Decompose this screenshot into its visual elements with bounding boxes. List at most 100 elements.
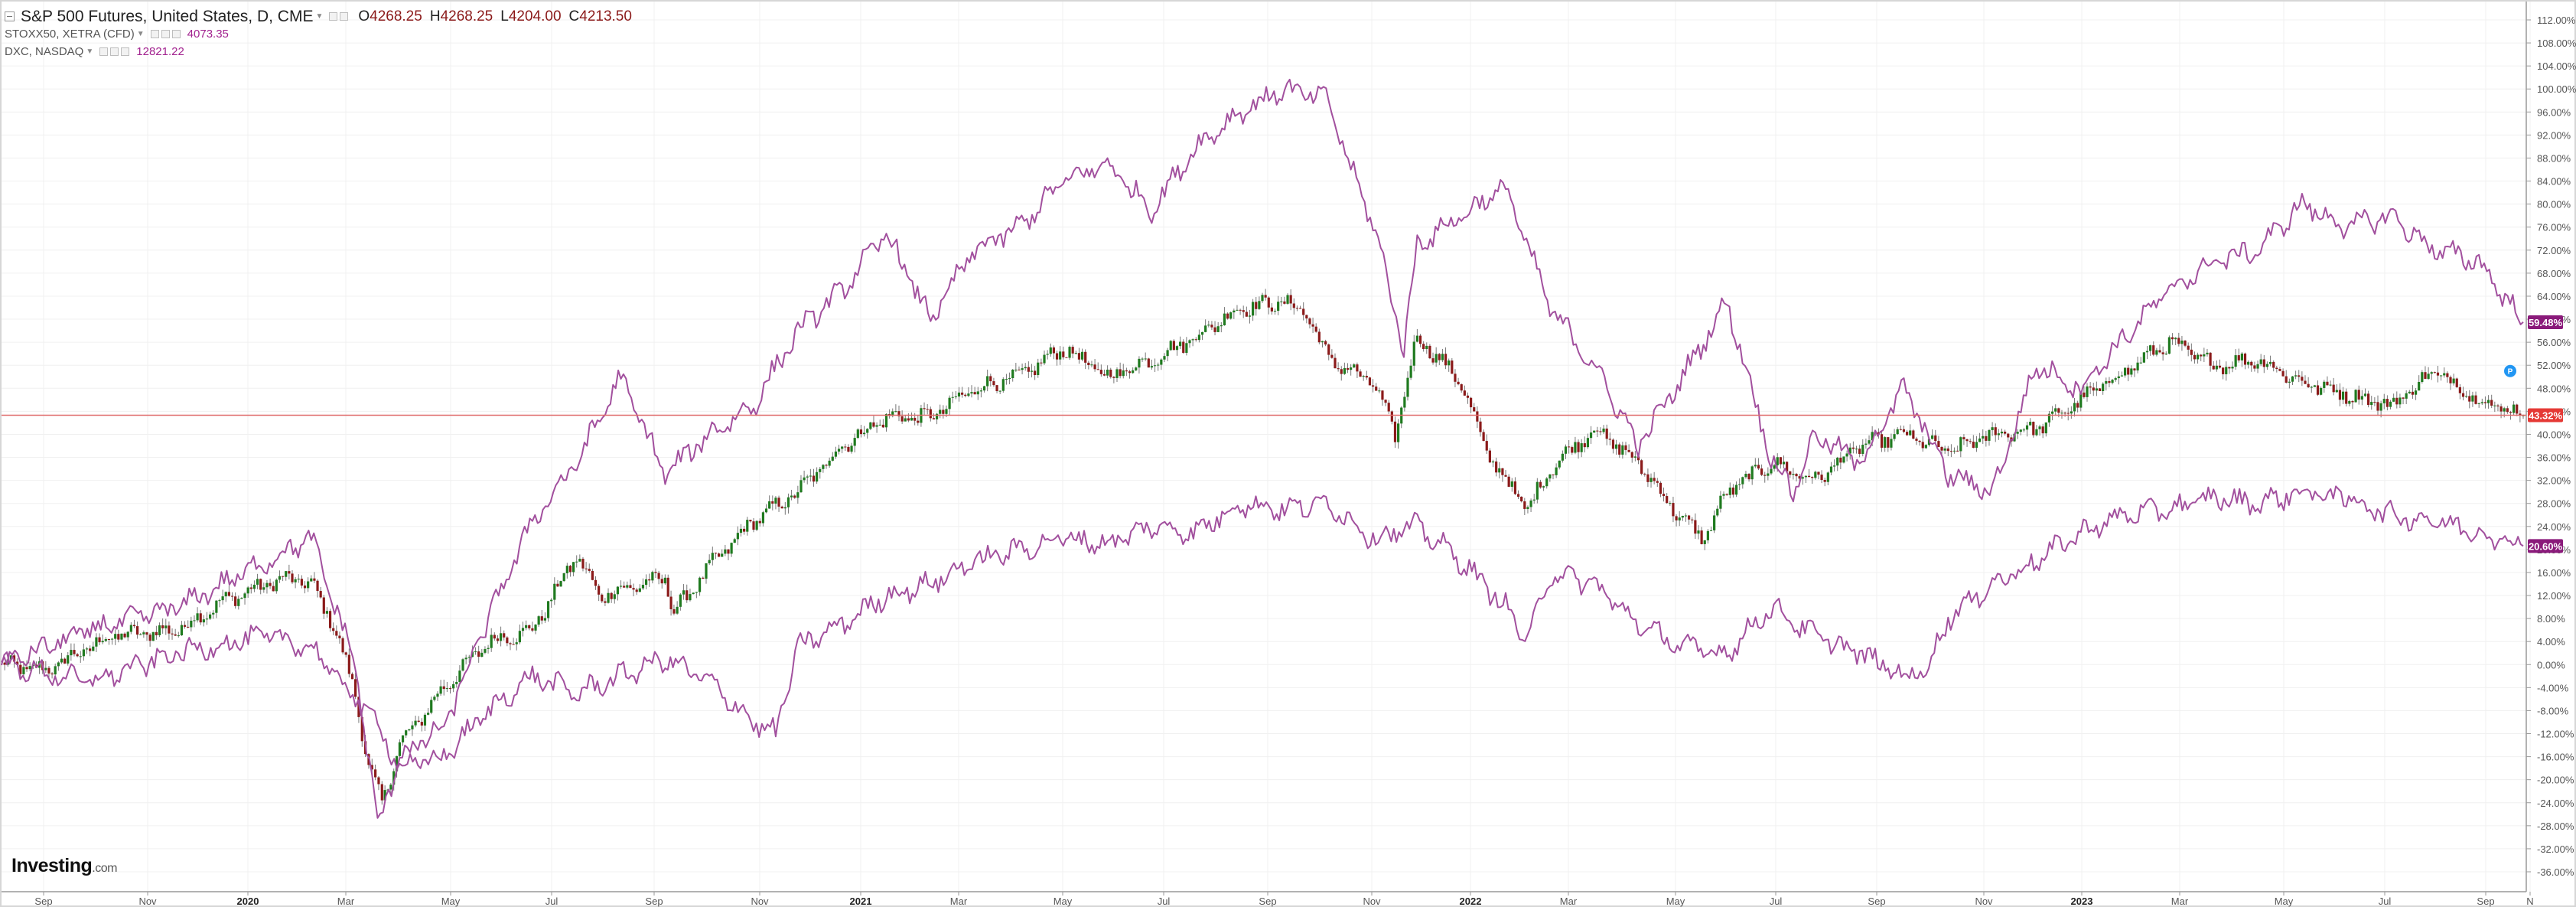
candle-body: [1267, 297, 1270, 308]
chevron-down-icon[interactable]: ▼: [315, 12, 324, 21]
candle-body: [1744, 473, 1747, 478]
candle-body: [281, 576, 285, 577]
candle-body: [1896, 429, 1899, 435]
candle-body: [1381, 390, 1384, 400]
candle-body: [328, 611, 332, 628]
candle-body: [2177, 338, 2180, 344]
candle-body: [998, 390, 1001, 392]
candle-body: [1302, 308, 1305, 315]
candle-body: [2184, 340, 2187, 346]
candle-body: [2136, 362, 2139, 370]
candle-body: [841, 446, 844, 449]
candle-body: [1321, 341, 1324, 343]
candle-body: [525, 625, 528, 628]
candle-body: [837, 449, 841, 452]
visibility-icon[interactable]: [99, 47, 109, 56]
candle-body: [2288, 381, 2291, 383]
candle-body: [663, 577, 666, 584]
x-tick-label: N: [2526, 896, 2533, 907]
candle-body: [2243, 353, 2247, 365]
candle-body: [1599, 431, 1602, 432]
close-icon[interactable]: [171, 30, 181, 38]
candle-body: [2304, 380, 2307, 384]
candle-body: [2351, 400, 2354, 403]
ohlc-low: L4204.00: [500, 8, 562, 24]
candle-body: [708, 560, 711, 563]
candle-body: [1444, 354, 1448, 366]
candle-body: [1760, 468, 1763, 475]
candle-body: [252, 584, 256, 589]
candle-body: [2399, 397, 2402, 405]
candle-body: [2265, 364, 2269, 367]
candle-body: [499, 633, 503, 641]
candle-body: [859, 429, 863, 435]
candle-body: [1353, 364, 1356, 368]
candle-body: [341, 638, 344, 653]
svg-text:P: P: [2508, 368, 2513, 377]
close-icon[interactable]: [121, 47, 130, 56]
candle-body: [672, 608, 676, 614]
candle-body: [193, 620, 196, 622]
candle-body: [187, 626, 190, 628]
candle-body: [1868, 440, 1871, 444]
candle-body: [2275, 367, 2278, 370]
candle-body: [190, 620, 193, 628]
candle-body: [1728, 488, 1731, 495]
candle-body: [749, 520, 752, 522]
candle-body: [332, 628, 335, 631]
candle-body: [1558, 460, 1561, 468]
candle-body: [897, 411, 900, 416]
chevron-down-icon[interactable]: ▼: [86, 47, 94, 56]
candle-body: [1899, 429, 1902, 430]
candle-body: [506, 637, 509, 644]
candle-body: [1368, 377, 1372, 386]
close-icon[interactable]: [340, 12, 349, 21]
collapse-legend-icon[interactable]: [5, 11, 15, 21]
candle-body: [992, 381, 995, 386]
settings-icon[interactable]: [110, 47, 119, 56]
candle-body: [2200, 354, 2203, 357]
candle-body: [120, 633, 123, 640]
event-marker-icon[interactable]: P: [2504, 364, 2516, 377]
candle-body: [1150, 366, 1154, 368]
settings-icon[interactable]: [329, 12, 338, 21]
candle-body: [117, 634, 120, 640]
candle-body: [534, 625, 537, 631]
candle-body: [669, 596, 672, 609]
candle-body: [2212, 365, 2215, 370]
candle-body: [145, 632, 148, 635]
chevron-down-icon[interactable]: ▼: [136, 30, 145, 38]
settings-icon[interactable]: [161, 30, 170, 38]
candle-body: [2313, 385, 2316, 387]
visibility-icon[interactable]: [150, 30, 159, 38]
candle-body: [822, 465, 825, 469]
candle-body: [1909, 430, 1912, 436]
candle-body: [1887, 437, 1890, 448]
candle-body: [2345, 391, 2348, 404]
candle-body: [423, 714, 427, 726]
candle-body: [395, 755, 399, 772]
candle-body: [850, 445, 853, 452]
candle-body: [319, 591, 322, 598]
x-tick-label: Sep: [1259, 896, 1276, 907]
candle-body: [114, 634, 117, 639]
candle-body: [752, 521, 755, 530]
candle-body: [1425, 345, 1428, 350]
candle-body: [1488, 450, 1491, 463]
candle-body: [1972, 442, 1975, 449]
candle-body: [2029, 422, 2032, 426]
candle-body: [1969, 441, 1972, 442]
candle-body: [1568, 446, 1571, 448]
candle-body: [307, 581, 310, 589]
candle-body: [1516, 494, 1520, 497]
candle-body: [783, 507, 786, 509]
candle-body: [1008, 378, 1011, 380]
candle-body: [2095, 388, 2099, 391]
candle-body: [834, 451, 838, 457]
candle-body: [183, 625, 187, 627]
candle-body: [1722, 494, 1725, 496]
last-value-badge-0: 43.32%: [2528, 408, 2563, 423]
candle-body: [1940, 447, 1943, 451]
x-tick-label: Jul: [545, 896, 559, 907]
